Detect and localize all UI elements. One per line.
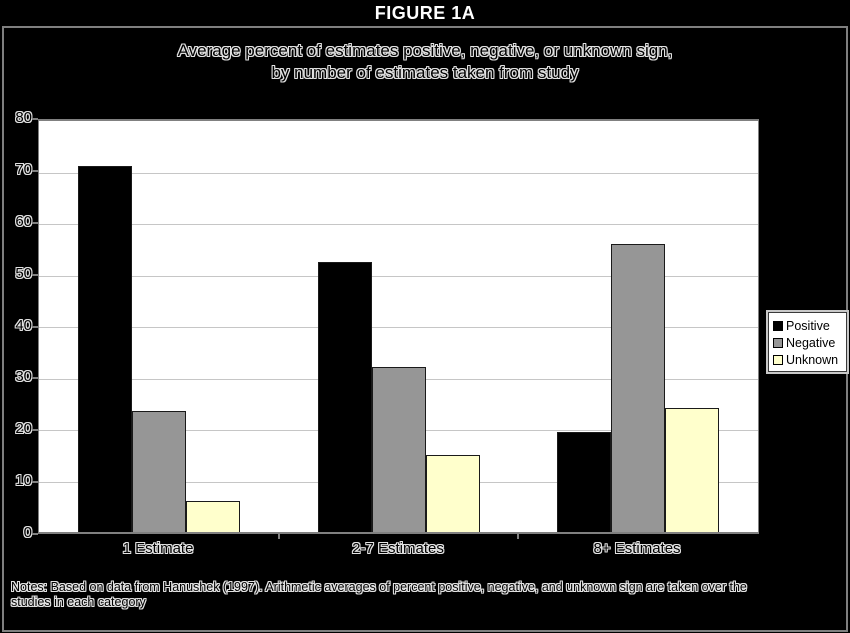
gridline-40 (39, 327, 758, 328)
gridline-50 (39, 276, 758, 277)
bar-unknown-3 (665, 408, 719, 532)
x-category-label-2: 2-7 Estimates (352, 540, 444, 557)
y-tick-label-30: 30 (15, 368, 32, 385)
y-tickmark-0 (32, 533, 38, 535)
y-tick-label-40: 40 (15, 317, 32, 334)
x-category-label-3: 8+ Estimates (593, 540, 681, 557)
notes-line1: Notes: Based on data from Hanushek (1997… (11, 580, 747, 594)
y-tickmark-60 (32, 222, 38, 224)
y-tickmark-40 (32, 326, 38, 328)
chart-title-line1: Average percent of estimates positive, n… (177, 41, 673, 60)
x-category-label-1: 1 Estimate (122, 540, 194, 557)
legend-item-positive: Positive (773, 317, 842, 334)
y-tick-label-70: 70 (15, 161, 32, 178)
bar-unknown-2 (426, 455, 480, 532)
y-tickmark-10 (32, 481, 38, 483)
y-tickmark-20 (32, 429, 38, 431)
plot-area (38, 119, 759, 534)
y-tickmark-80 (32, 118, 38, 120)
chart-title: Average percent of estimates positive, n… (4, 40, 846, 84)
bar-positive-2 (318, 262, 372, 532)
y-tick-label-10: 10 (15, 472, 32, 489)
bar-positive-1 (78, 166, 132, 532)
bar-negative-3 (611, 244, 665, 532)
bar-negative-1 (132, 411, 186, 532)
legend-label: Unknown (786, 352, 839, 367)
chart-frame: Average percent of estimates positive, n… (2, 26, 849, 632)
legend-label: Positive (786, 318, 830, 333)
x-boundary-tick-2 (517, 534, 519, 539)
notes-line2: studies in each category (11, 595, 146, 609)
legend: Positive Negative Unknown (766, 310, 849, 374)
legend-label: Negative (786, 335, 836, 350)
legend-swatch-icon (773, 337, 783, 348)
x-boundary-tick-1 (278, 534, 280, 539)
y-tick-label-50: 50 (15, 265, 32, 282)
chart-title-line2: by number of estimates taken from study (271, 63, 579, 82)
y-tickmark-50 (32, 274, 38, 276)
legend-item-negative: Negative (773, 334, 842, 351)
legend-item-unknown: Unknown (773, 351, 842, 368)
legend-swatch-icon (773, 320, 783, 331)
bar-negative-2 (372, 367, 426, 532)
y-tickmark-70 (32, 170, 38, 172)
gridline-70 (39, 173, 758, 174)
y-tick-label-60: 60 (15, 213, 32, 230)
y-tickmark-30 (32, 377, 38, 379)
y-tick-label-0: 0 (23, 524, 32, 541)
y-tick-label-80: 80 (15, 109, 32, 126)
notes: Notes: Based on data from Hanushek (1997… (11, 580, 811, 610)
y-tick-label-20: 20 (15, 420, 32, 437)
figure-label: FIGURE 1A (0, 0, 850, 26)
legend-swatch-icon (773, 354, 783, 365)
bar-unknown-1 (186, 501, 240, 532)
gridline-60 (39, 224, 758, 225)
bar-positive-3 (557, 432, 611, 532)
